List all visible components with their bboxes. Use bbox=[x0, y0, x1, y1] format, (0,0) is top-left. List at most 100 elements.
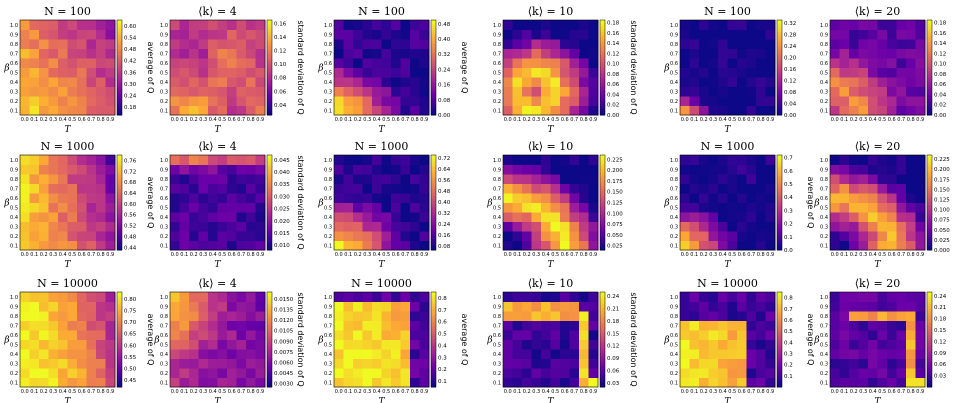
heatmap-cell bbox=[208, 358, 218, 369]
heatmap-cell bbox=[410, 240, 420, 251]
x-axis-label: T bbox=[378, 397, 385, 403]
heatmap-cell bbox=[170, 292, 180, 302]
colorbar-segment bbox=[431, 318, 436, 321]
heatmap-cell bbox=[67, 96, 78, 106]
heatmap-cell bbox=[77, 174, 87, 184]
plot-frame bbox=[502, 154, 599, 251]
colorbar-label: average of Q bbox=[146, 177, 155, 229]
heatmap-cell bbox=[67, 292, 78, 302]
heatmap-cell bbox=[503, 39, 513, 49]
colorbar-segment bbox=[431, 196, 436, 200]
y-tick-label: 0.6 bbox=[670, 333, 678, 339]
colorbar-segment bbox=[777, 366, 782, 369]
colorbar-segment bbox=[600, 63, 605, 66]
heatmap-cell bbox=[708, 320, 719, 331]
heatmap-cell bbox=[512, 48, 523, 59]
heatmap-cell bbox=[362, 58, 373, 68]
colorbar-segment bbox=[777, 96, 782, 99]
y-tick-label: 0.9 bbox=[670, 32, 678, 38]
colorbar-tick-label: 0.48 bbox=[438, 22, 451, 28]
heatmap-cell bbox=[372, 67, 382, 78]
heatmap-cell bbox=[689, 86, 700, 97]
heatmap-cell bbox=[737, 77, 747, 87]
colorbar-segment bbox=[267, 223, 272, 226]
x-tick-label: 0.2 bbox=[190, 252, 198, 258]
heatmap-cell bbox=[236, 20, 247, 30]
y-tick-label: 0.5 bbox=[10, 205, 18, 211]
heatmap-cell bbox=[391, 155, 401, 165]
heatmap-cell bbox=[67, 58, 78, 68]
heatmap-cell bbox=[569, 311, 580, 321]
heatmap-cell bbox=[208, 320, 218, 331]
heatmap-cell bbox=[67, 240, 78, 251]
plot-frame bbox=[829, 291, 926, 388]
colorbar-segment bbox=[600, 37, 605, 40]
y-tick-label: 0.4 bbox=[160, 80, 168, 86]
colorbar-segment bbox=[117, 227, 122, 230]
heatmap-cell bbox=[29, 231, 40, 241]
colorbar-segment bbox=[117, 223, 122, 226]
heatmap-cell bbox=[362, 183, 373, 194]
heatmap-cell bbox=[849, 20, 859, 30]
heatmap-cell bbox=[48, 339, 59, 350]
y-tick-label: 0.5 bbox=[160, 342, 168, 348]
colorbar-segment bbox=[927, 99, 932, 103]
colorbar-tick-label: 0.16 bbox=[934, 31, 947, 37]
panel-title: ⟨k⟩ = 10 bbox=[528, 140, 573, 153]
heatmap-cell bbox=[531, 320, 542, 331]
y-tick-label: 0.2 bbox=[10, 371, 18, 377]
colorbar-segment bbox=[600, 158, 605, 162]
colorbar-segment bbox=[777, 20, 782, 23]
y-tick-label: 0.8 bbox=[160, 42, 168, 48]
colorbar-segment bbox=[927, 189, 932, 192]
heatmap-cell bbox=[868, 368, 878, 378]
x-tick-label: 0.4 bbox=[59, 117, 67, 123]
heatmap-cell bbox=[400, 292, 411, 302]
heatmap-cell bbox=[560, 39, 570, 49]
heatmap-cell bbox=[579, 29, 589, 40]
heatmap-cell bbox=[246, 193, 256, 203]
heatmap-panel: ⟨k⟩ = 40.0 0.1 0.2 0.3 0.4 0.5 0.6 0.7 0.8 0.90.1… bbox=[160, 140, 305, 270]
heatmap-cell bbox=[410, 48, 420, 59]
colorbar-segment bbox=[927, 369, 932, 373]
colorbar-tick-label: 0.200 bbox=[934, 167, 950, 173]
heatmap-cell bbox=[29, 320, 40, 331]
colorbar-segment bbox=[431, 293, 436, 297]
heatmap-cell bbox=[96, 221, 106, 232]
heatmap-cell bbox=[896, 96, 907, 106]
heatmap-cell bbox=[522, 96, 532, 106]
colorbar-segment bbox=[431, 360, 436, 363]
heatmap-cell bbox=[849, 193, 859, 203]
colorbar-segment bbox=[431, 77, 436, 80]
heatmap-cell bbox=[765, 339, 776, 350]
colorbar-segment bbox=[927, 107, 932, 110]
colorbar-segment bbox=[777, 364, 782, 367]
heatmap-cell bbox=[217, 377, 228, 388]
heatmap-cell bbox=[391, 193, 401, 203]
heatmap-cell bbox=[915, 202, 926, 213]
heatmap-cell bbox=[343, 330, 354, 340]
colorbar-tick-label: 0.40 bbox=[438, 37, 451, 43]
heatmap-cell bbox=[699, 311, 709, 321]
colorbar-segment bbox=[927, 156, 932, 160]
heatmap-cell bbox=[179, 377, 190, 388]
heatmap-cell bbox=[896, 174, 907, 184]
heatmap-cell bbox=[198, 292, 209, 302]
colorbar-tick-label: 0.68 bbox=[124, 180, 137, 186]
colorbar-segment bbox=[777, 375, 782, 378]
colorbar-segment bbox=[431, 238, 436, 241]
y-tick-label: 0.9 bbox=[160, 167, 168, 173]
heatmap-cell bbox=[381, 193, 392, 203]
heatmap-cell bbox=[58, 231, 68, 241]
colorbar-segment bbox=[431, 345, 436, 348]
colorbar-segment bbox=[117, 225, 122, 228]
colorbar-segment bbox=[927, 92, 932, 95]
heatmap-cell bbox=[39, 240, 49, 251]
x-tick-label: 0.7 bbox=[747, 389, 755, 395]
colorbar-segment bbox=[431, 194, 436, 198]
x-tick-label: 0.9 bbox=[766, 389, 774, 395]
colorbar-segment bbox=[777, 223, 782, 226]
colorbar-segment bbox=[267, 232, 272, 236]
heatmap-cell bbox=[391, 339, 401, 350]
colorbar-segment bbox=[600, 77, 605, 80]
